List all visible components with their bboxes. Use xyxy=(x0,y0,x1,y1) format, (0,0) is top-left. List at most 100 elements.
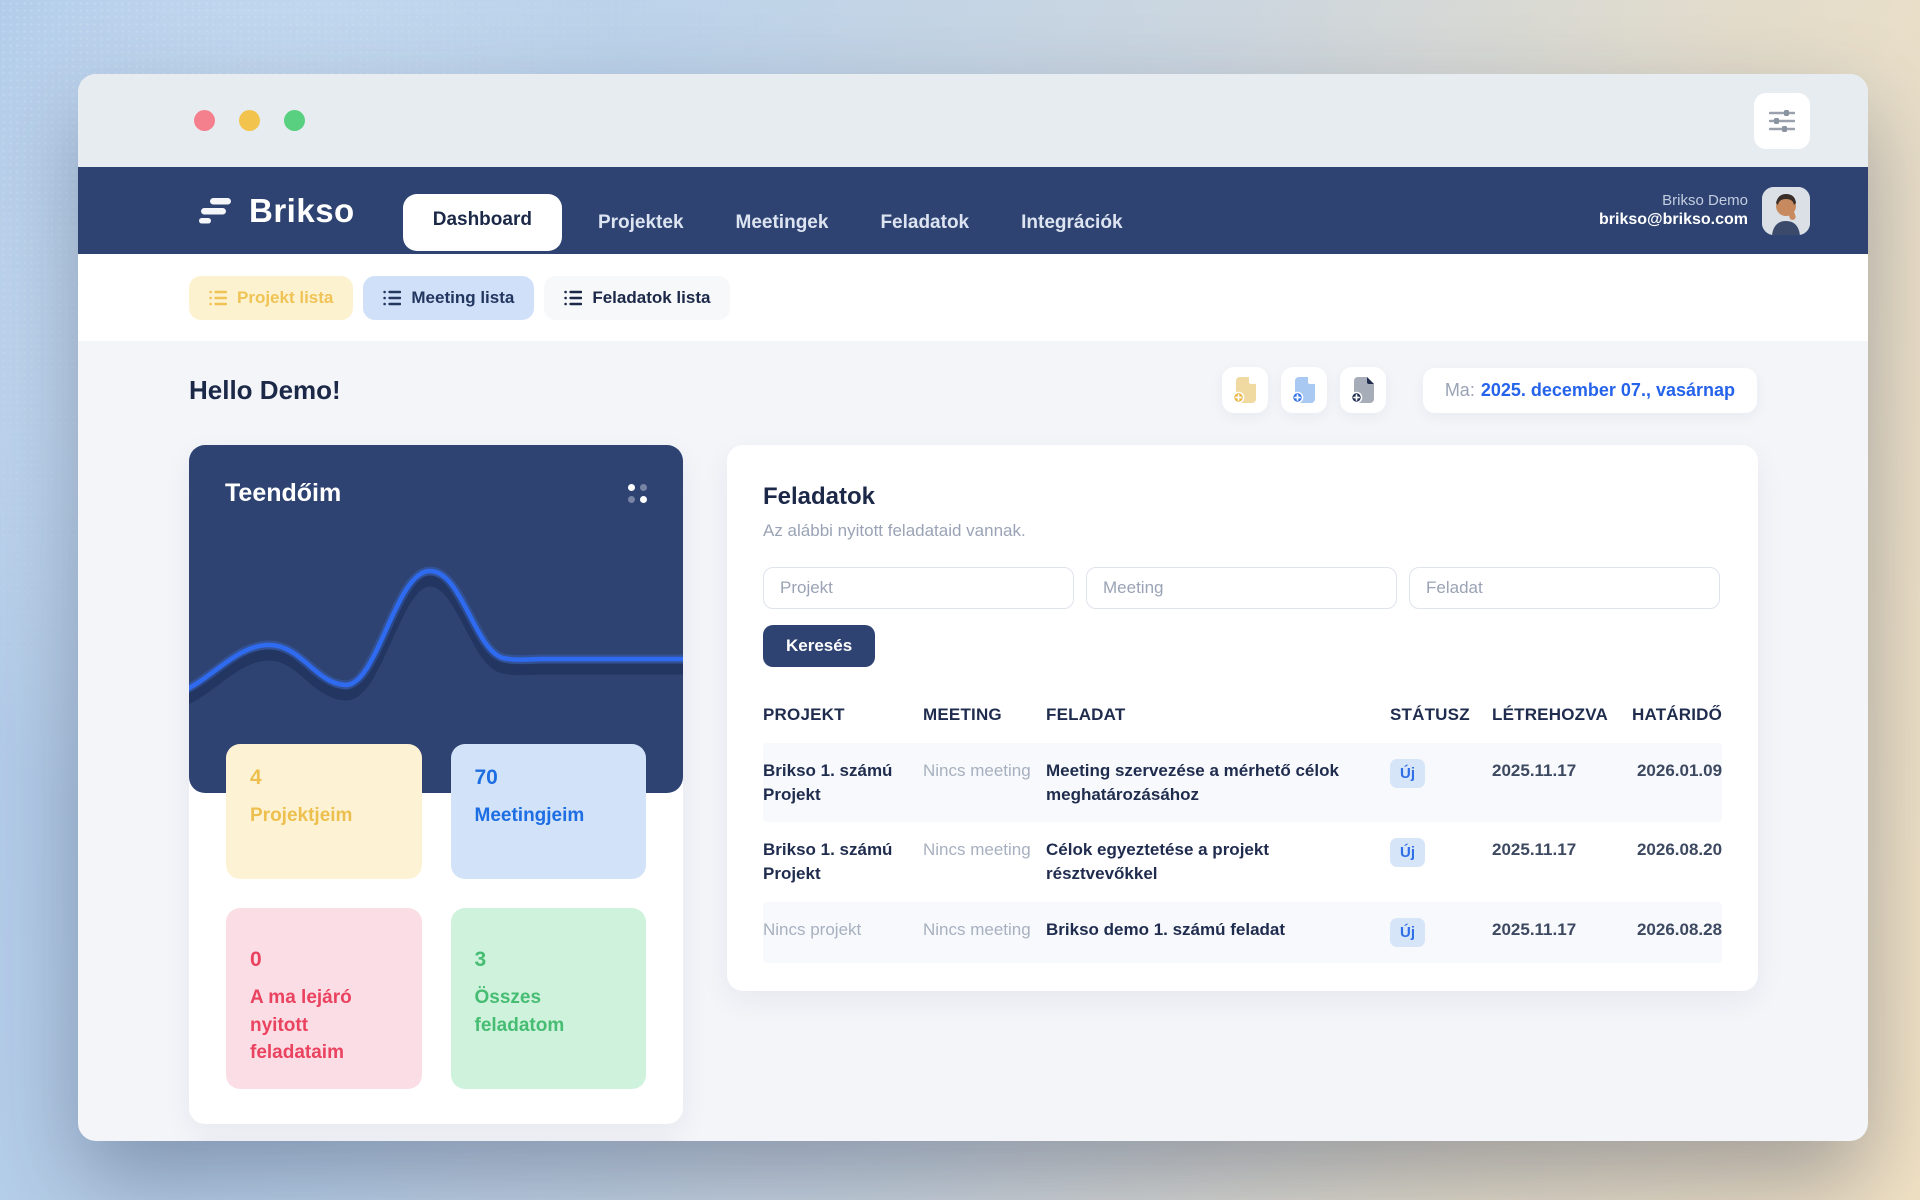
cell-feladat: Brikso demo 1. számú feladat xyxy=(1046,919,1286,939)
cell-hatarido: 2026.08.28 xyxy=(1636,919,1723,939)
nav-tab-projektek[interactable]: Projektek xyxy=(597,211,684,233)
cell-statusz: Új xyxy=(1390,743,1492,804)
quick-lists-bar: Projekt lista Meeting lista Feladatok li… xyxy=(78,254,1868,341)
cell-meeting: Nincs meeting xyxy=(923,760,1031,780)
nav-tab-feladatok[interactable]: Feladatok xyxy=(880,211,970,233)
brikso-logo-icon xyxy=(199,197,231,223)
stat-value: 3 xyxy=(474,948,487,971)
status-badge: Új xyxy=(1390,758,1425,788)
user-name: Brikso Demo xyxy=(1662,192,1748,209)
tasks-card: Feladatok Az alábbi nyitott feladataid v… xyxy=(727,445,1759,991)
file-plus-blue-icon xyxy=(1291,377,1315,404)
sliders-icon xyxy=(1769,110,1795,132)
content-header: Hello Demo! xyxy=(189,367,1757,413)
column-header-feladat: FELADAT xyxy=(1046,705,1126,724)
window-settings-button[interactable] xyxy=(1754,93,1810,149)
column-header-projekt: PROJEKT xyxy=(763,705,845,724)
traffic-lights xyxy=(194,110,305,131)
tasks-table: PROJEKT MEETING FELADAT STÁTUSZ LÉTREHOZ… xyxy=(763,693,1723,963)
user-info: Brikso Demo brikso@brikso.com xyxy=(1599,192,1748,229)
new-meeting-document-button[interactable] xyxy=(1280,367,1327,413)
column-header-letrehozva: LÉTREHOZVA xyxy=(1492,705,1608,724)
user-menu[interactable]: Brikso Demo brikso@brikso.com xyxy=(1599,186,1810,235)
stat-label: Meetingjeim xyxy=(474,805,585,826)
column-header-statusz: STÁTUSZ xyxy=(1390,705,1470,724)
stat-value: 4 xyxy=(250,766,262,789)
cell-statusz: Új xyxy=(1390,822,1492,883)
list-icon xyxy=(564,290,583,305)
left-column: Teendőim 4 Pro xyxy=(189,445,683,1141)
table-row[interactable]: Nincs projekt Nincs meeting Brikso demo … xyxy=(763,901,1723,963)
search-button[interactable]: Keresés xyxy=(763,625,876,667)
pill-meeting-lista[interactable]: Meeting lista xyxy=(363,275,535,320)
stat-value: 70 xyxy=(474,766,498,789)
list-icon xyxy=(383,290,402,305)
cell-hatarido: 2026.01.09 xyxy=(1636,760,1723,780)
date-label: Ma: xyxy=(1444,379,1475,400)
cell-letrehozva: 2025.11.17 xyxy=(1492,760,1577,780)
minimize-window-button[interactable] xyxy=(239,110,260,131)
stat-label: Összes feladatom xyxy=(474,987,565,1036)
today-date: Ma: 2025. december 07., vasárnap xyxy=(1422,367,1757,413)
stat-value: 0 xyxy=(250,948,262,971)
cell-projekt: Brikso 1. számú Projekt xyxy=(763,840,893,884)
close-window-button[interactable] xyxy=(194,110,215,131)
brand-name: Brikso xyxy=(249,191,355,229)
date-value: 2025. december 07., vasárnap xyxy=(1480,379,1735,400)
pill-feladatok-lista[interactable]: Feladatok lista xyxy=(544,275,731,320)
table-row[interactable]: Brikso 1. számú Projekt Nincs meeting Cé… xyxy=(763,822,1722,902)
cell-feladat: Célok egyeztetése a projekt résztvevőkke… xyxy=(1046,840,1269,884)
cell-letrehozva: 2025.11.17 xyxy=(1492,840,1577,860)
filter-feladat-input[interactable] xyxy=(1409,567,1720,609)
pill-label: Feladatok lista xyxy=(592,287,711,307)
stat-tiles: 4 Projektjeim 70 Meetingjeim 0 A ma lejá… xyxy=(189,744,683,1089)
dashboard-content: Hello Demo! xyxy=(78,341,1868,1141)
cell-letrehozva: 2025.11.17 xyxy=(1492,919,1577,939)
tasks-card-title: Feladatok xyxy=(763,483,876,510)
stat-osszes-feladatom[interactable]: 3 Összes feladatom xyxy=(450,908,646,1089)
todo-chart-panel: Teendőim xyxy=(189,445,683,793)
stat-label: A ma lejáró nyitott feladataim xyxy=(250,987,352,1064)
column-header-meeting: MEETING xyxy=(923,705,1002,724)
list-icon xyxy=(209,290,227,305)
task-filters xyxy=(763,567,1722,609)
main-navbar: Brikso Dashboard Projektek Meetingek Fel… xyxy=(78,167,1868,254)
activity-sparkline-chart xyxy=(189,566,683,705)
file-plus-gray-icon xyxy=(1350,377,1374,404)
stat-projektjeim[interactable]: 4 Projektjeim xyxy=(226,744,422,879)
window-titlebar xyxy=(78,74,1868,167)
drag-handle-dots-icon[interactable] xyxy=(628,484,647,503)
pill-label: Meeting lista xyxy=(411,287,515,307)
pill-label: Projekt lista xyxy=(237,287,334,307)
brand-logo[interactable]: Brikso xyxy=(199,192,355,230)
table-row[interactable]: Brikso 1. számú Projekt Nincs meeting Me… xyxy=(763,742,1723,823)
avatar-illustration-icon xyxy=(1762,186,1810,235)
nav-tab-integraciok[interactable]: Integrációk xyxy=(1021,211,1123,233)
user-email: brikso@brikso.com xyxy=(1599,211,1748,228)
cell-hatarido: 2026.08.20 xyxy=(1636,840,1723,860)
nav-tab-meetingek[interactable]: Meetingek xyxy=(735,211,829,233)
todo-card: Teendőim 4 Pro xyxy=(189,445,683,1124)
stat-label: Projektjeim xyxy=(250,805,353,826)
status-badge: Új xyxy=(1390,838,1425,868)
cell-meeting: Nincs meeting xyxy=(923,840,1031,860)
stat-meetingjeim[interactable]: 70 Meetingjeim xyxy=(450,744,646,879)
filter-meeting-input[interactable] xyxy=(1086,567,1397,609)
table-header-row: PROJEKT MEETING FELADAT STÁTUSZ LÉTREHOZ… xyxy=(763,693,1722,743)
user-avatar[interactable] xyxy=(1762,186,1810,235)
stat-ma-lejaro-feladataim[interactable]: 0 A ma lejáró nyitott feladataim xyxy=(226,908,422,1089)
pill-projekt-lista[interactable]: Projekt lista xyxy=(189,275,354,320)
status-badge: Új xyxy=(1390,917,1425,947)
dashboard-grid: Teendőim 4 Pro xyxy=(189,445,1759,1141)
new-project-document-button[interactable] xyxy=(1221,367,1268,413)
nav-tab-dashboard[interactable]: Dashboard xyxy=(402,194,562,251)
todo-card-title: Teendőim xyxy=(225,479,342,507)
column-header-hatarido: HATÁRIDŐ xyxy=(1632,705,1723,724)
page-greeting: Hello Demo! xyxy=(189,374,341,405)
filter-projekt-input[interactable] xyxy=(763,567,1074,609)
maximize-window-button[interactable] xyxy=(284,110,305,131)
cell-projekt: Nincs projekt xyxy=(763,919,862,939)
cell-meeting: Nincs meeting xyxy=(923,919,1031,939)
new-task-document-button[interactable] xyxy=(1339,367,1386,413)
